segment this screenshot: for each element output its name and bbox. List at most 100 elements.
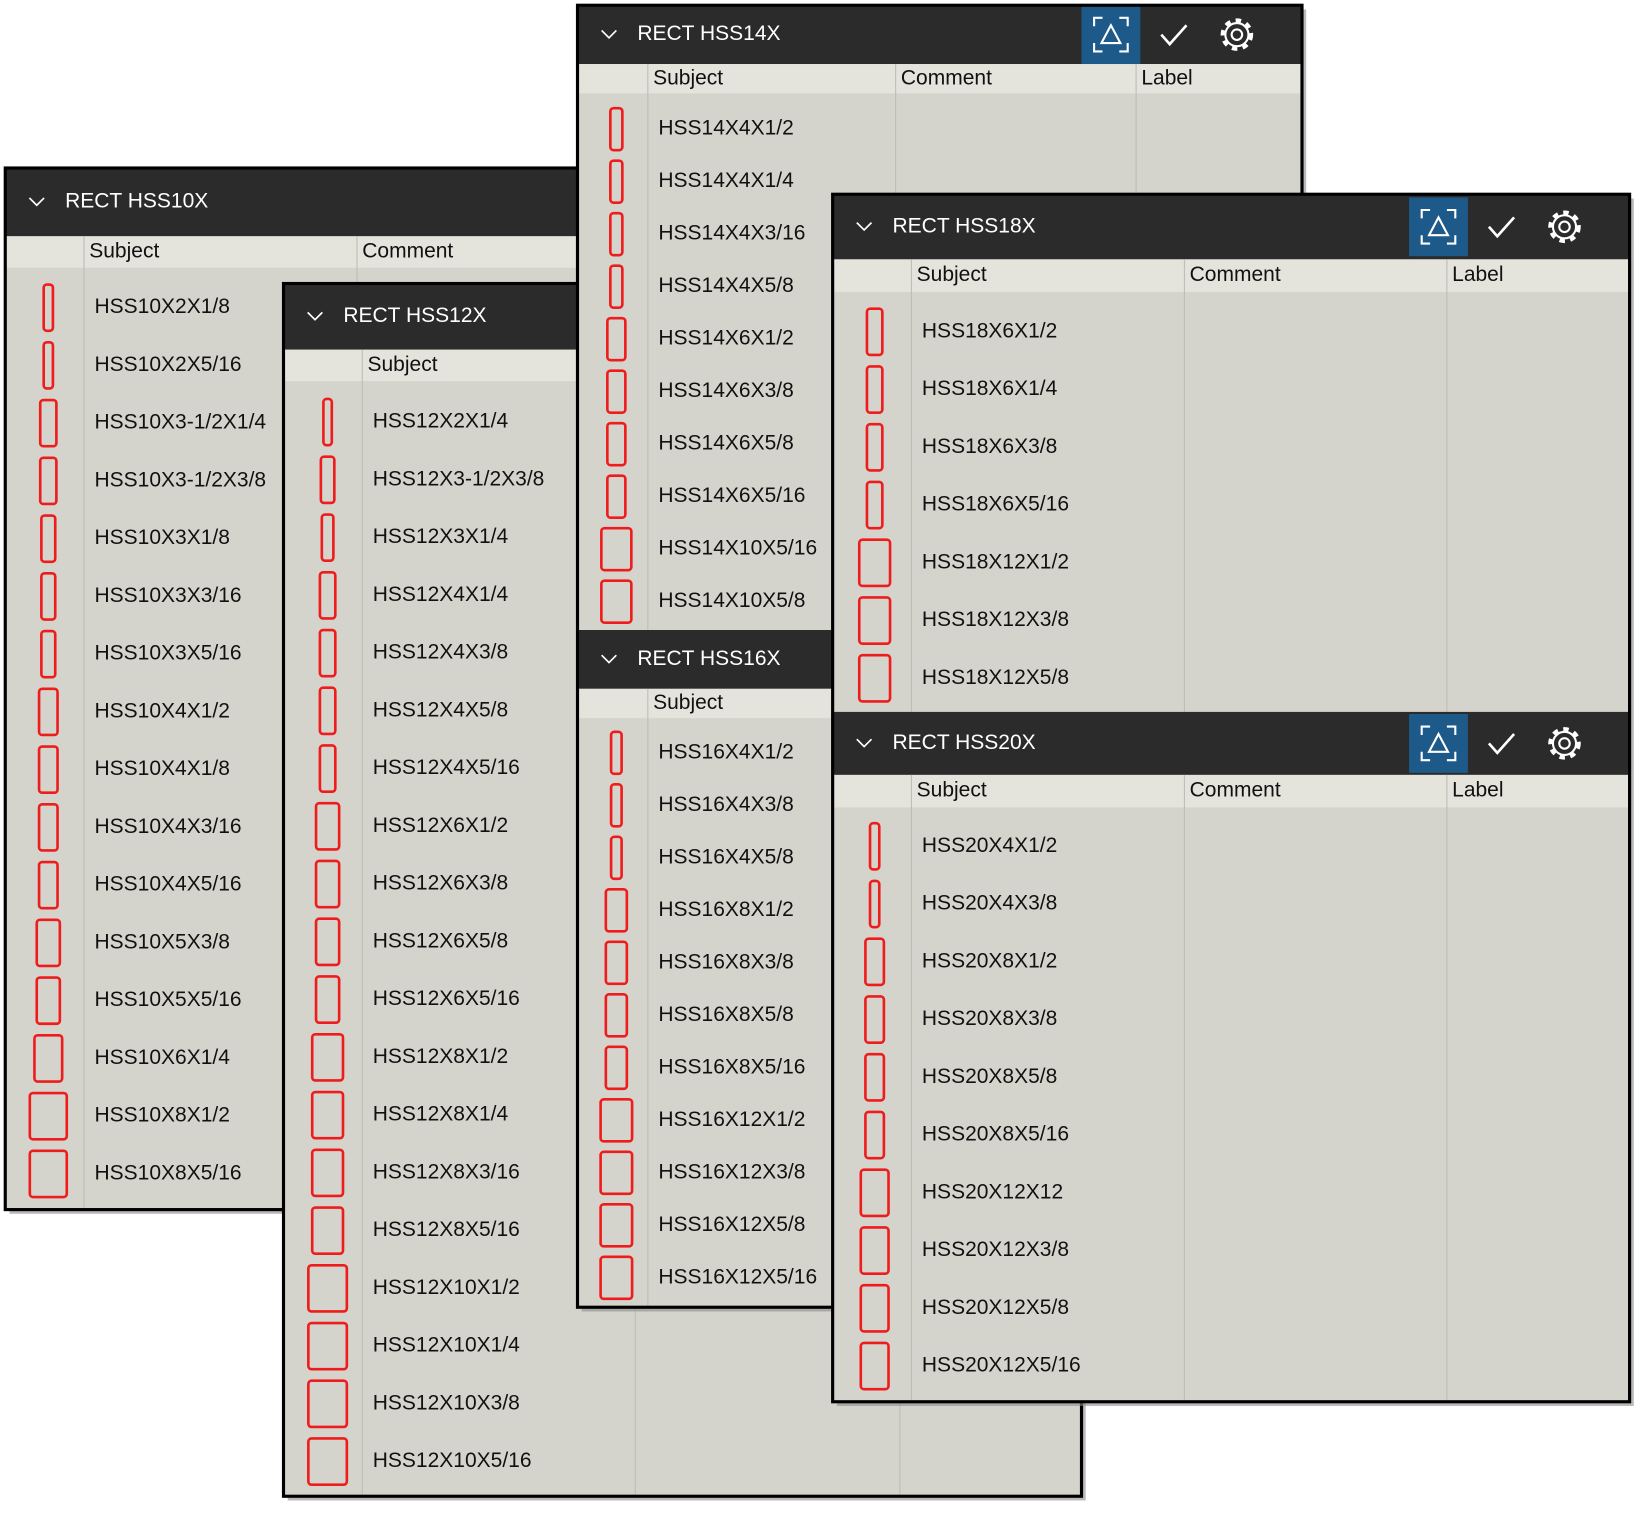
subject-cell: HSS12X6X5/8: [373, 929, 508, 952]
section-icon: [857, 538, 892, 588]
section-icon: [599, 1098, 634, 1143]
subject-cell: HSS20X12X5/16: [922, 1354, 1081, 1377]
check-button[interactable]: [1160, 24, 1188, 47]
settings-button[interactable]: [1220, 18, 1254, 51]
check-button[interactable]: [1487, 733, 1516, 755]
subject-cell: HSS20X12X5/8: [922, 1296, 1069, 1319]
subject-cell: HSS10X6X1/4: [94, 1046, 230, 1069]
subject-cell: HSS10X4X5/16: [94, 873, 241, 896]
section-icon: [310, 1032, 345, 1082]
section-icon: [599, 1150, 634, 1196]
gear-hub: [1230, 28, 1244, 41]
section-icon: [307, 1379, 349, 1429]
subject-cell: HSS12X10X1/2: [373, 1276, 520, 1299]
zoom-button[interactable]: [1409, 713, 1468, 773]
section-icon: [864, 937, 886, 987]
section-icon: [604, 1045, 629, 1091]
gear-ring: [1551, 730, 1578, 756]
subject-cell: HSS14X4X3/16: [658, 222, 805, 245]
group-title: RECT HSS12X: [343, 304, 486, 327]
gear-teeth: [1548, 210, 1581, 244]
column-title: Subject: [917, 779, 987, 802]
section-icon: [864, 1052, 886, 1102]
subject-cell: HSS20X8X1/2: [922, 949, 1057, 972]
group-title: RECT HSS20X: [892, 731, 1035, 754]
column-title: Comment: [1190, 779, 1281, 802]
subject-cell: HSS16X4X3/8: [658, 793, 793, 816]
subject-cell: HSS14X4X1/4: [658, 169, 794, 192]
subject-cell: HSS14X10X5/16: [658, 537, 817, 560]
section-icon: [609, 730, 623, 776]
subject-cell: HSS14X6X1/2: [658, 327, 793, 350]
section-icon: [40, 571, 57, 621]
gear-hub: [1558, 220, 1571, 234]
subject-cell: HSS14X4X5/8: [658, 274, 793, 297]
subject-cell: HSS10X5X5/16: [94, 988, 241, 1011]
gear-teeth: [1220, 18, 1254, 51]
collapse-chevron[interactable]: [28, 197, 45, 207]
subject-cell: HSS10X2X1/8: [94, 295, 229, 318]
zoom-button[interactable]: [1409, 197, 1468, 257]
zoom-icon: [1093, 16, 1129, 53]
column-header: [832, 259, 1630, 292]
section-icon: [319, 455, 336, 505]
section-icon: [604, 888, 629, 933]
section-icon: [37, 745, 59, 795]
zoom-button-bg: [1409, 713, 1468, 773]
section-icon: [307, 1263, 349, 1313]
subject-cell: HSS12X4X5/8: [373, 698, 508, 721]
section-icon: [599, 1203, 634, 1248]
subject-cell: HSS10X3X3/16: [94, 584, 241, 607]
subject-cell: HSS18X12X5/8: [922, 666, 1069, 689]
section-icon: [859, 1168, 890, 1218]
section-icon: [35, 918, 62, 968]
collapse-chevron[interactable]: [856, 738, 873, 748]
section-icon: [318, 686, 337, 736]
column-title: Comment: [901, 66, 992, 89]
subject-cell: HSS10X4X1/2: [94, 699, 229, 722]
section-icon: [37, 802, 59, 852]
subject-cell: HSS16X12X5/16: [658, 1265, 817, 1288]
subject-cell: HSS10X4X3/16: [94, 815, 241, 838]
column-header: [5, 236, 588, 268]
section-icon: [609, 106, 624, 152]
section-icon: [864, 995, 886, 1044]
section-icon: [865, 480, 884, 530]
subject-cell: HSS12X8X1/2: [373, 1045, 508, 1068]
collapse-chevron[interactable]: [601, 654, 617, 664]
zoom-button[interactable]: [1081, 5, 1141, 65]
section-icon: [310, 1148, 345, 1198]
column-title: Subject: [653, 66, 723, 89]
section-icon: [606, 316, 627, 362]
settings-button[interactable]: [1548, 727, 1581, 760]
section-icon: [318, 628, 337, 678]
settings-button[interactable]: [1548, 210, 1581, 244]
gear-hub: [1558, 737, 1571, 750]
section-icon: [37, 687, 59, 737]
subject-cell: HSS14X10X5/8: [658, 589, 805, 612]
panels: RECT HSS10X Subject Comment HSS10X2X1/8 HSS1…: [3, 3, 1634, 1501]
subject-cell: HSS12X4X3/8: [373, 641, 508, 664]
column-title: Subject: [89, 240, 159, 263]
subject-cell: HSS16X8X5/16: [658, 1055, 805, 1078]
column-title: Label: [1141, 66, 1192, 89]
subject-cell: HSS12X8X3/16: [373, 1160, 520, 1183]
subject-cell: HSS12X10X3/8: [373, 1391, 520, 1414]
section-icon: [606, 421, 627, 467]
subject-cell: HSS14X4X1/2: [658, 117, 793, 140]
check-button[interactable]: [1487, 216, 1516, 239]
section-icon: [35, 976, 62, 1026]
column-title: Label: [1452, 263, 1503, 286]
collapse-chevron[interactable]: [601, 29, 617, 39]
collapse-chevron[interactable]: [307, 311, 323, 321]
section-icon: [609, 211, 624, 257]
section-icon: [33, 1033, 64, 1083]
subject-cell: HSS14X6X5/16: [658, 484, 805, 507]
subject-cell: HSS16X8X3/8: [658, 950, 793, 973]
section-icon: [865, 307, 884, 357]
gear-ring: [1551, 214, 1578, 240]
section-icon: [859, 1283, 890, 1333]
section-icon: [28, 1149, 69, 1199]
collapse-chevron[interactable]: [856, 222, 873, 232]
